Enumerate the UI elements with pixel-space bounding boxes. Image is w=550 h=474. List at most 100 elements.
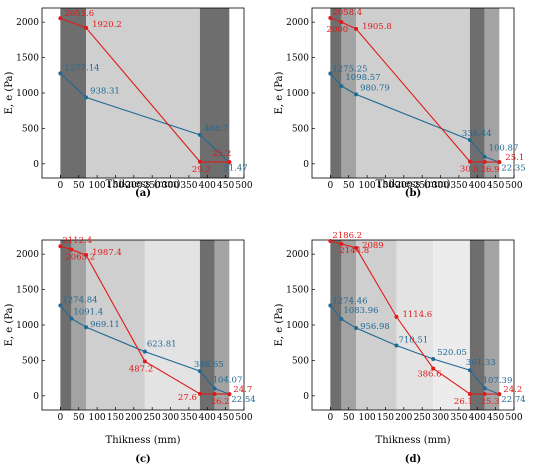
red-data-label: 2000 <box>327 25 349 35</box>
x-tick-label: 200 <box>395 413 412 423</box>
blue-data-label: 1083.96 <box>343 306 378 316</box>
panel-label: (c) <box>135 454 151 465</box>
red-data-point <box>339 20 344 25</box>
red-data-label: 1114.6 <box>402 310 432 320</box>
panel-c: 0 50 100 150 200 250 300 350 400 450 5000500100015… <box>4 236 256 465</box>
red-data-label: 26.9 <box>481 165 500 175</box>
x-tick-label: 400 <box>469 181 486 191</box>
blue-data-label: 104.07 <box>213 375 243 385</box>
red-data-point <box>328 238 333 243</box>
blue-data-label: 1277.14 <box>64 63 99 73</box>
x-tick-label: 300 <box>162 413 179 423</box>
y-axis-label: E, e (Pa) <box>274 304 285 347</box>
blue-data-point <box>394 343 399 348</box>
red-data-label: 25.2 <box>212 149 231 159</box>
red-data-point <box>227 392 232 397</box>
layer-band <box>60 240 72 410</box>
x-tick-label: 200 <box>125 413 142 423</box>
x-tick-label: 400 <box>199 413 216 423</box>
red-data-point <box>394 314 399 319</box>
blue-data-label: 623.81 <box>147 340 177 350</box>
x-tick-label: 250 <box>144 181 161 191</box>
panel-b: 0 50 100 150 200 250 300 350 400 450 5000500100015… <box>274 7 526 199</box>
red-data-point <box>197 391 202 396</box>
blue-data-label: 408.7 <box>204 124 228 134</box>
y-tick-label: 500 <box>22 124 39 134</box>
red-data-point <box>212 391 217 396</box>
layer-band <box>330 8 342 178</box>
blue-data-point <box>467 138 472 143</box>
y-tick-label: 1000 <box>16 321 39 331</box>
blue-data-point <box>354 92 359 97</box>
x-tick-label: 250 <box>414 413 431 423</box>
y-tick-label: 0 <box>303 160 309 170</box>
layer-band <box>469 240 485 410</box>
x-tick-label: 200 <box>125 181 142 191</box>
red-data-label: 2186.2 <box>332 231 362 241</box>
layer-band <box>469 8 485 178</box>
blue-data-label: 107.39 <box>483 376 513 386</box>
x-tick-label: 500 <box>505 413 522 423</box>
x-tick-label: 0 <box>57 181 63 191</box>
red-data-point <box>467 159 472 164</box>
x-tick-label: 450 <box>487 413 504 423</box>
red-data-label: 24.2 <box>503 385 522 395</box>
y-tick-label: 1000 <box>16 89 39 99</box>
y-axis-label: E, e (Pa) <box>4 304 15 347</box>
layer-band <box>199 8 230 178</box>
blue-data-point <box>142 349 147 354</box>
red-data-label: 26.1 <box>454 397 473 407</box>
layer-band <box>341 8 357 178</box>
blue-data-point <box>197 369 202 374</box>
y-tick-label: 500 <box>22 356 39 366</box>
blue-data-label: 969.11 <box>90 320 120 330</box>
x-tick-label: 450 <box>217 413 234 423</box>
y-tick-label: 0 <box>33 392 39 402</box>
x-tick-label: 400 <box>199 181 216 191</box>
panel-d: 0 50 100 150 200 250 300 350 400 450 5000500100015… <box>274 231 526 465</box>
blue-data-point <box>84 95 89 100</box>
x-tick-label: 500 <box>505 181 522 191</box>
red-data-label: 2144.8 <box>339 246 369 256</box>
blue-data-label: 980.79 <box>360 83 390 93</box>
y-tick-label: 1500 <box>16 286 39 296</box>
x-axis-label: Thikness (mm) <box>106 435 181 446</box>
x-tick-label: 0 <box>327 413 333 423</box>
y-tick-label: 0 <box>33 160 39 170</box>
blue-data-label: 22.35 <box>501 163 525 173</box>
x-tick-label: 350 <box>180 181 197 191</box>
red-series-line <box>330 240 500 395</box>
red-data-label: 25.3 <box>481 397 500 407</box>
red-data-label: 2112.4 <box>62 236 92 246</box>
x-tick-label: 50 <box>73 181 85 191</box>
red-data-label: 2065.2 <box>65 253 95 263</box>
y-tick-label: 1500 <box>286 286 309 296</box>
y-tick-label: 0 <box>303 392 309 402</box>
x-tick-label: 150 <box>377 181 394 191</box>
x-tick-label: 350 <box>450 181 467 191</box>
layer-band <box>86 240 145 410</box>
red-data-point <box>227 160 232 165</box>
red-data-point <box>497 160 502 165</box>
red-data-point <box>431 366 436 371</box>
blue-series-line <box>329 73 500 163</box>
layer-band <box>144 240 200 410</box>
red-data-label: 24.7 <box>233 385 252 395</box>
panel-label: (d) <box>405 454 421 465</box>
y-tick-label: 1000 <box>286 321 309 331</box>
red-data-point <box>339 241 344 246</box>
red-data-label: 2089 <box>362 241 384 251</box>
x-tick-label: 500 <box>235 181 252 191</box>
blue-data-point <box>212 386 217 391</box>
x-axis-label: Thikness (mm) <box>106 179 181 190</box>
red-data-label: 25.1 <box>505 153 524 163</box>
x-tick-label: 450 <box>217 181 234 191</box>
layer-band <box>341 240 357 410</box>
layer-band <box>484 240 500 410</box>
red-data-label: 26.2 <box>211 397 230 407</box>
red-data-label: 1987.4 <box>92 248 122 258</box>
red-data-point <box>197 159 202 164</box>
x-tick-label: 400 <box>469 413 486 423</box>
x-tick-label: 100 <box>88 413 105 423</box>
panel-label: (b) <box>405 188 421 199</box>
